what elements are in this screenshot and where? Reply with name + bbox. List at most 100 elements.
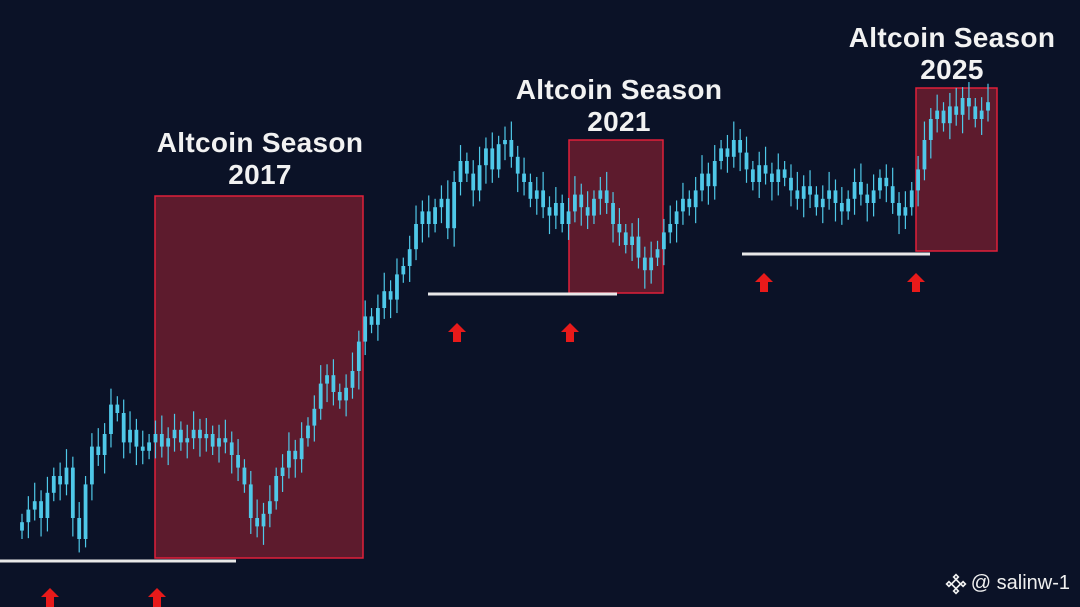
candle-body-4	[45, 492, 50, 518]
candle-body-118	[770, 173, 774, 182]
candle-body-59	[395, 274, 399, 300]
candle-body-117	[763, 165, 768, 174]
candle-body-101	[661, 232, 666, 250]
season-box-2	[568, 139, 664, 294]
candle-body-6	[58, 476, 63, 485]
candle-body-146	[947, 106, 952, 124]
candle-body-1	[26, 509, 31, 523]
candle-body-129	[839, 203, 844, 212]
candle-body-53	[356, 341, 361, 371]
candle-body-89	[585, 207, 590, 216]
candle-body-111	[725, 148, 730, 157]
candle-body-77	[509, 140, 514, 157]
candle-body-67	[445, 198, 450, 229]
up-arrow-6	[907, 273, 925, 292]
candle-body-31	[217, 438, 221, 447]
candle-body-56	[376, 308, 380, 325]
candle-body-48	[325, 375, 329, 384]
season-label-2017: Altcoin Season 2017	[130, 127, 390, 191]
candle-body-93	[611, 203, 615, 224]
candle-body-62	[414, 224, 418, 250]
candle-body-84	[553, 203, 558, 216]
candle-body-108	[706, 173, 711, 187]
binance-diamond-icon	[945, 572, 967, 595]
candle-body-36	[248, 484, 253, 518]
candle-body-21	[153, 434, 158, 443]
candle-body-11	[90, 446, 94, 485]
up-arrow-5	[755, 273, 773, 292]
candle-body-64	[426, 211, 431, 224]
candle-body-20	[147, 442, 151, 451]
candle-body-137	[890, 186, 895, 203]
candle-body-46	[312, 408, 317, 426]
candle-body-83	[547, 207, 552, 216]
candle-body-136	[884, 177, 889, 187]
candle-body-19	[140, 446, 145, 451]
candle-body-71	[471, 173, 476, 191]
candle-body-66	[439, 198, 444, 208]
bottom-arrows	[41, 273, 925, 607]
candle-body-23	[166, 438, 171, 447]
candle-body-74	[490, 148, 495, 170]
candle-body-127	[827, 190, 832, 199]
candle-body-100	[655, 249, 660, 258]
candle-body-96	[630, 236, 634, 245]
candle-body-14	[109, 404, 113, 434]
season-label-2017-line2: 2017	[228, 159, 292, 190]
season-label-2021: Altcoin Season 2021	[489, 74, 749, 138]
season-label-2025-line2: 2025	[920, 54, 984, 85]
candle-body-113	[738, 140, 743, 153]
candle-body-152	[986, 102, 990, 111]
candle-body-112	[731, 140, 736, 157]
support-lines	[0, 252, 930, 563]
candle-body-26	[185, 438, 190, 443]
candle-body-17	[128, 429, 132, 443]
candle-body-29	[204, 434, 209, 439]
candle-body-35	[242, 467, 247, 485]
candle-body-135	[878, 177, 882, 191]
candle-body-125	[814, 194, 819, 208]
candle-body-28	[198, 429, 202, 439]
candle-body-38	[261, 513, 266, 527]
candle-body-45	[306, 425, 310, 439]
candle-body-110	[719, 148, 723, 161]
candle-body-140	[909, 190, 914, 208]
candle-body-27	[191, 429, 196, 439]
candle-body-47	[318, 383, 323, 409]
candle-body-76	[503, 140, 507, 145]
watermark: @ salinw-1	[945, 572, 1070, 595]
candle-body-50	[337, 392, 342, 401]
candle-body-91	[598, 190, 603, 199]
candle-body-40	[274, 476, 279, 502]
candle-body-104	[681, 198, 685, 212]
candle-body-97	[636, 236, 641, 258]
candle-body-42	[287, 450, 291, 468]
candle-body-120	[782, 169, 787, 178]
candle-body-98	[642, 257, 647, 271]
candle-body-133	[865, 194, 870, 203]
candle-body-123	[801, 186, 806, 199]
candle-body-94	[617, 224, 622, 233]
candle-body-79	[522, 173, 526, 182]
candle-body-90	[592, 198, 596, 216]
candle-body-128	[833, 190, 838, 203]
candle-body-65	[433, 207, 437, 224]
candle-body-85	[560, 203, 565, 224]
candle-body-99	[649, 257, 654, 271]
candle-body-7	[64, 467, 69, 485]
candle-body-82	[541, 190, 546, 208]
candle-body-55	[369, 316, 374, 325]
candle-body-130	[846, 198, 851, 212]
candle-body-32	[223, 438, 228, 443]
candle-body-52	[350, 371, 355, 388]
candle-body-151	[979, 110, 984, 119]
candle-body-78	[515, 156, 520, 174]
candle-body-150	[973, 106, 978, 119]
candle-body-119	[776, 169, 781, 182]
candle-body-73	[484, 148, 488, 166]
candle-body-12	[96, 446, 101, 455]
candle-body-88	[579, 194, 584, 208]
candle-body-25	[178, 429, 183, 443]
candle-body-33	[229, 442, 234, 455]
